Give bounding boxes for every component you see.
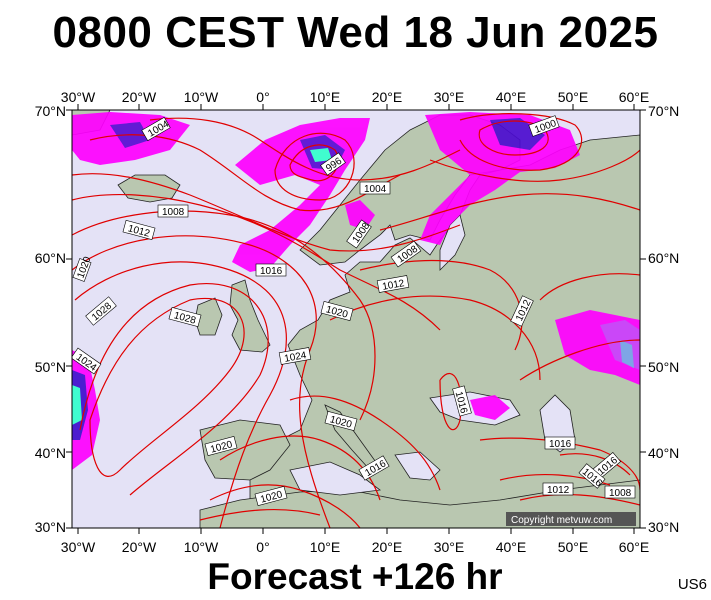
latitude-label: 70°N [35,103,66,119]
bottom-longitude-labels: 30°W 20°W 10°W 0° 10°E 20°E 30°E 40°E 50°E 60°E [61,539,649,555]
frame-ticks [66,104,646,534]
longitude-label: 30°W [61,89,96,105]
isobar-label: 1012 [122,219,156,241]
latitude-label: 30°N [35,519,66,535]
svg-text:1016: 1016 [260,266,283,277]
latitude-label: 40°N [648,445,679,461]
latitude-label: 60°N [35,250,66,266]
longitude-label: 10°E [310,539,341,555]
isobar-label: 1008 [604,485,636,499]
map-frame [71,109,641,529]
latitude-label: 70°N [648,103,679,119]
top-longitude-labels: 30°W 20°W 10°W 0° 10°E 20°E 30°E 40°E 50°E 60°E [61,89,649,105]
svg-text:1004: 1004 [364,184,387,195]
latitude-label: 50°N [35,359,66,375]
model-code: US6 [677,576,707,593]
longitude-label: 30°E [434,89,465,105]
longitude-label: 0° [256,539,269,555]
longitude-label: 60°E [619,89,650,105]
latitude-label: 40°N [35,445,66,461]
svg-text:1012: 1012 [381,278,405,293]
isobar-label: 1012 [542,482,574,496]
longitude-label: 10°W [184,89,219,105]
latitude-label: 30°N [648,519,679,535]
longitude-label: 50°E [558,89,589,105]
isobar-label: 1016 [544,436,576,450]
left-latitude-labels: 70°N 60°N 50°N 40°N 30°N [35,103,66,535]
svg-text:1016: 1016 [549,439,572,450]
svg-text:1024: 1024 [283,350,307,365]
longitude-label: 10°E [310,89,341,105]
longitude-label: 20°W [122,89,157,105]
svg-text:1008: 1008 [609,488,632,499]
longitude-label: 30°E [434,539,465,555]
isobar-label: 1024 [278,347,312,365]
map-title: 0800 CEST Wed 18 Jun 2025 [52,8,659,57]
longitude-label: 20°W [122,539,157,555]
latitude-label: 50°N [648,359,679,375]
isobar-label: 1004 [359,181,391,195]
isobar-label: 1016 [255,263,287,277]
forecast-label: Forecast +126 hr [207,556,503,597]
svg-text:1008: 1008 [162,207,185,218]
svg-text:1012: 1012 [547,485,570,496]
latitude-label: 60°N [648,250,679,266]
longitude-label: 0° [256,89,269,105]
longitude-label: 60°E [619,539,650,555]
isobar-label: 1008 [157,204,189,218]
longitude-label: 40°E [496,89,527,105]
longitude-label: 30°W [61,539,96,555]
copyright-badge: Copyright metvuw.com [506,512,636,526]
svg-text:Copyright metvuw.com: Copyright metvuw.com [511,515,612,526]
longitude-label: 20°E [372,539,403,555]
longitude-label: 40°E [496,539,527,555]
isobar-label: 1012 [376,275,410,293]
longitude-label: 50°E [558,539,589,555]
longitude-label: 10°W [184,539,219,555]
right-latitude-labels: 70°N 60°N 50°N 40°N 30°N [648,103,679,535]
longitude-label: 20°E [372,89,403,105]
